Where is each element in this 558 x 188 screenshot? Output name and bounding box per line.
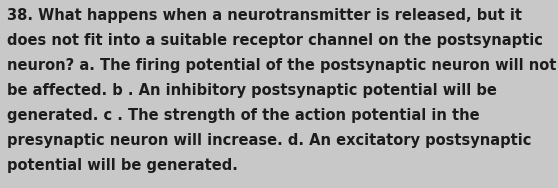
Text: presynaptic neuron will increase. d. An excitatory postsynaptic: presynaptic neuron will increase. d. An … (7, 133, 532, 149)
Text: does not fit into a suitable receptor channel on the postsynaptic: does not fit into a suitable receptor ch… (7, 33, 543, 49)
Text: neuron? a. The firing potential of the postsynaptic neuron will not: neuron? a. The firing potential of the p… (7, 58, 557, 74)
Text: be affected. b . An inhibitory postsynaptic potential will be: be affected. b . An inhibitory postsynap… (7, 83, 497, 99)
Text: 38. What happens when a neurotransmitter is released, but it: 38. What happens when a neurotransmitter… (7, 8, 522, 24)
Text: generated. c . The strength of the action potential in the: generated. c . The strength of the actio… (7, 108, 480, 124)
Text: potential will be generated.: potential will be generated. (7, 158, 238, 174)
